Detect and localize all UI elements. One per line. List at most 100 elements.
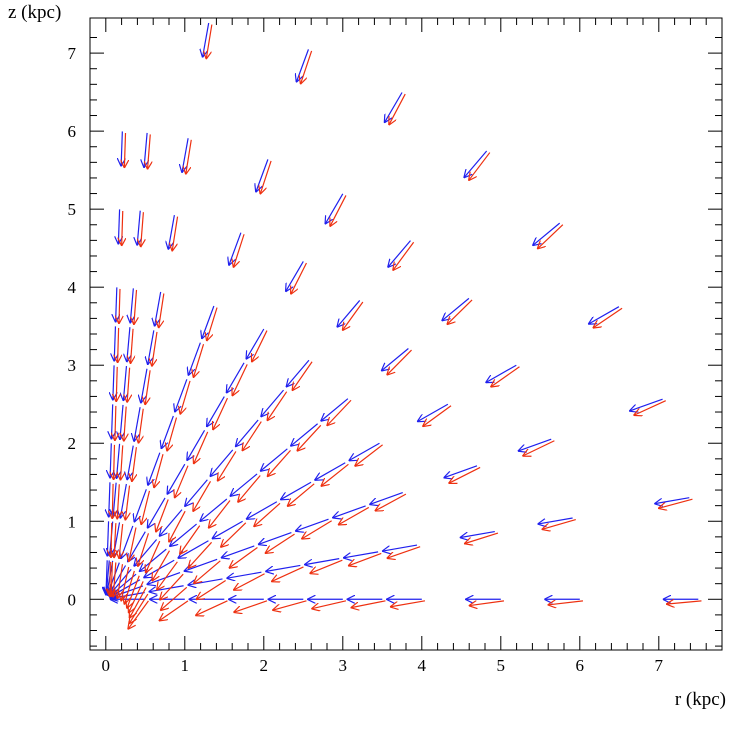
blue-arrow xyxy=(111,404,112,439)
blue-arrow xyxy=(187,430,206,460)
blue-arrow xyxy=(286,359,310,387)
red-arrow xyxy=(233,600,268,613)
red-arrow xyxy=(159,573,184,600)
blue-arrow xyxy=(261,389,284,417)
blue-arrow xyxy=(258,532,292,545)
red-arrow xyxy=(167,417,178,452)
red-arrow xyxy=(193,431,209,464)
blue-arrow xyxy=(210,449,234,477)
blue-arrow xyxy=(369,491,403,505)
red-arrow xyxy=(238,475,261,502)
blue-arrow xyxy=(337,300,361,327)
red-arrow xyxy=(267,391,288,421)
blue-arrow xyxy=(532,222,561,246)
y-tick-label: 5 xyxy=(68,200,77,219)
red-arrow xyxy=(119,523,123,559)
y-tick-label: 1 xyxy=(68,512,77,531)
blue-arrow xyxy=(280,481,312,500)
red-arrow xyxy=(141,212,144,247)
red-arrow xyxy=(186,139,192,175)
blue-arrow xyxy=(200,498,228,522)
red-arrow xyxy=(522,440,555,456)
blue-arrow xyxy=(304,558,340,565)
red-arrow xyxy=(254,502,281,526)
red-arrow xyxy=(207,307,218,342)
blue-arrow xyxy=(187,578,223,585)
blue-arrow xyxy=(246,328,265,359)
blue-arrow xyxy=(538,517,573,524)
blue-arrow xyxy=(107,521,108,556)
red-arrow xyxy=(338,506,370,525)
red-arrow xyxy=(393,241,415,270)
red-arrow xyxy=(464,532,499,544)
blue-arrow xyxy=(127,445,134,481)
red-arrow xyxy=(110,561,111,597)
blue-arrow xyxy=(265,564,301,571)
red-arrow xyxy=(300,50,313,84)
red-arrow xyxy=(469,152,491,181)
red-arrow xyxy=(196,580,226,600)
red-arrow xyxy=(387,546,421,559)
red-arrow xyxy=(195,600,228,616)
blue-arrow xyxy=(654,497,690,504)
red-arrow xyxy=(220,522,247,548)
blue-arrow xyxy=(134,489,147,522)
x-tick-label: 0 xyxy=(102,656,111,675)
blue-arrow xyxy=(167,463,186,494)
blue-arrow xyxy=(121,131,122,166)
red-arrow xyxy=(159,600,189,621)
red-arrow xyxy=(129,527,137,562)
red-arrow xyxy=(125,485,129,521)
blue-arrow xyxy=(161,415,174,449)
blue-arrow xyxy=(314,462,346,481)
red-arrow xyxy=(351,600,386,608)
red-arrow xyxy=(272,600,307,610)
red-arrow xyxy=(342,301,364,331)
red-arrow xyxy=(390,600,426,607)
red-arrow xyxy=(159,293,165,328)
red-arrow xyxy=(132,447,137,482)
red-arrow xyxy=(138,408,144,444)
blue-arrow xyxy=(442,297,470,321)
x-axis-title: r (kpc) xyxy=(675,689,726,710)
red-arrow xyxy=(152,331,158,367)
red-arrow xyxy=(152,550,170,581)
blue-arrow xyxy=(202,305,215,339)
blue-arrow xyxy=(148,452,161,486)
blue-arrow xyxy=(349,442,380,461)
red-arrow xyxy=(145,370,151,405)
x-tick-label: 6 xyxy=(576,656,585,675)
blue-arrow xyxy=(464,150,488,178)
blue-arrow xyxy=(260,448,288,472)
blue-arrow xyxy=(221,545,255,558)
red-arrow xyxy=(422,405,452,427)
red-arrow xyxy=(193,560,221,584)
red-arrow xyxy=(122,210,123,246)
red-arrow xyxy=(172,216,179,252)
red-arrow xyxy=(355,444,383,467)
red-arrow xyxy=(147,134,150,169)
blue-arrow xyxy=(588,306,620,325)
x-tick-label: 1 xyxy=(181,656,190,675)
blue-arrow xyxy=(110,443,111,478)
blue-arrow xyxy=(212,520,243,539)
red-arrow xyxy=(208,500,231,529)
blue-arrow xyxy=(118,209,119,244)
red-arrow xyxy=(160,586,188,610)
y-tick-label: 6 xyxy=(68,122,77,141)
blue-arrow xyxy=(116,287,117,322)
red-arrow xyxy=(387,349,412,375)
red-arrow xyxy=(117,484,119,519)
x-tick-label: 4 xyxy=(418,656,427,675)
blue-arrow xyxy=(384,92,403,122)
red-arrow xyxy=(111,522,112,558)
red-arrow xyxy=(490,366,520,387)
red-arrow xyxy=(292,361,313,391)
red-arrow xyxy=(118,327,119,363)
axis-tick-labels: 0 1 2 3 4 5 6 7 0 1 2 3 4 5 6 7 xyxy=(68,44,664,675)
blue-arrow xyxy=(149,585,184,592)
red-arrow xyxy=(116,366,117,402)
red-arrow xyxy=(330,195,347,226)
blue-arrow xyxy=(321,398,349,422)
red-arrow xyxy=(593,307,623,328)
